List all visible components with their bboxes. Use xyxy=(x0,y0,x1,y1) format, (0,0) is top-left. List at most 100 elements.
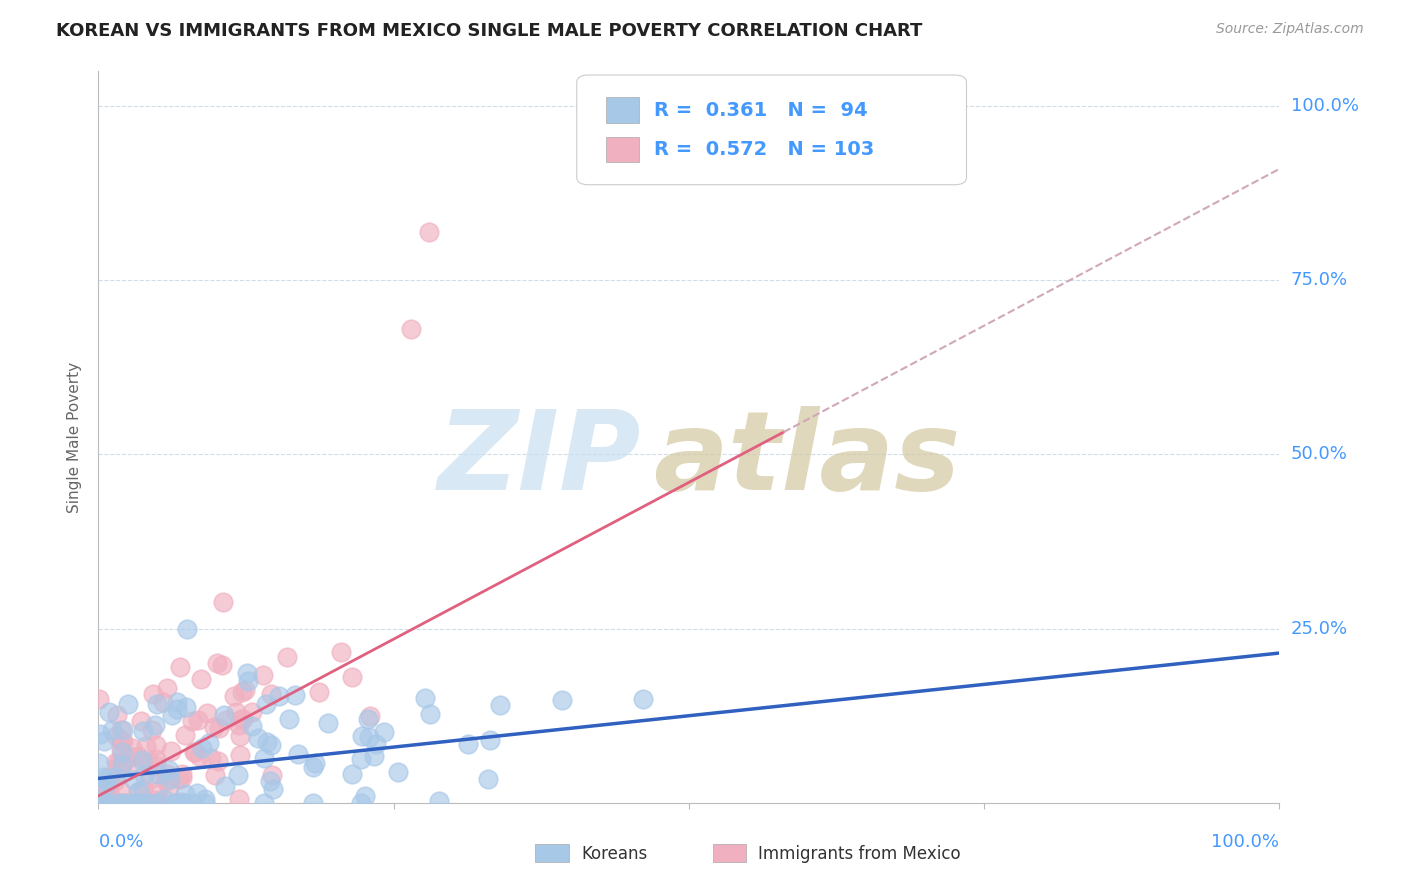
Point xyxy=(253,751,276,765)
Point xyxy=(160,707,183,722)
Point xyxy=(132,782,155,797)
Text: ZIP: ZIP xyxy=(439,406,641,513)
FancyBboxPatch shape xyxy=(576,75,966,185)
Point xyxy=(229,729,252,743)
Point xyxy=(152,792,174,806)
Point xyxy=(222,689,245,703)
Point xyxy=(247,731,270,746)
Point xyxy=(259,773,281,788)
Point xyxy=(146,698,169,712)
Point xyxy=(145,738,167,752)
Point xyxy=(142,688,165,702)
Point xyxy=(87,692,110,706)
Point xyxy=(122,796,145,810)
Point xyxy=(187,713,209,727)
Point xyxy=(145,752,167,766)
Point xyxy=(236,665,259,680)
Point xyxy=(228,718,250,732)
Point xyxy=(104,770,127,784)
Point xyxy=(228,792,250,806)
Point xyxy=(387,765,409,780)
Point xyxy=(215,714,238,728)
Point xyxy=(96,784,118,798)
Point xyxy=(104,729,127,743)
Point xyxy=(252,796,274,810)
Point xyxy=(146,784,169,798)
Point xyxy=(260,738,283,752)
Point xyxy=(204,768,226,782)
Point xyxy=(231,685,253,699)
Point xyxy=(226,767,249,781)
Text: 75.0%: 75.0% xyxy=(1291,271,1348,289)
Point xyxy=(155,774,177,789)
Point xyxy=(174,700,197,714)
Point xyxy=(195,706,218,720)
Point xyxy=(138,756,160,771)
Point xyxy=(269,690,291,704)
Point xyxy=(159,772,181,786)
Point xyxy=(277,712,299,726)
Point xyxy=(146,796,169,810)
Point xyxy=(342,767,364,781)
Point xyxy=(350,796,373,810)
Point xyxy=(94,796,117,810)
Point xyxy=(235,683,257,698)
Point xyxy=(127,785,149,799)
Point xyxy=(112,723,135,738)
Point xyxy=(488,698,510,713)
Point xyxy=(359,709,381,723)
Point xyxy=(427,794,450,808)
Point xyxy=(231,712,253,726)
Point xyxy=(202,720,225,734)
Text: Koreans: Koreans xyxy=(581,845,647,863)
Point xyxy=(129,714,152,728)
Point xyxy=(98,770,121,784)
Point xyxy=(194,796,217,810)
Point xyxy=(117,697,139,711)
Point xyxy=(111,756,134,771)
Point xyxy=(110,723,132,737)
Point xyxy=(302,760,325,774)
Point xyxy=(150,796,173,810)
Point xyxy=(104,774,127,789)
Point xyxy=(340,670,363,684)
Point xyxy=(94,773,117,788)
FancyBboxPatch shape xyxy=(606,136,640,162)
Point xyxy=(190,673,212,687)
Point xyxy=(186,786,208,800)
Point xyxy=(413,691,436,706)
Point xyxy=(172,771,194,785)
Point xyxy=(94,780,117,795)
Point xyxy=(148,766,170,780)
Point xyxy=(225,705,247,719)
Point xyxy=(110,735,132,749)
Point xyxy=(108,783,131,797)
Point xyxy=(170,767,193,781)
Point xyxy=(457,737,479,751)
Point xyxy=(131,723,153,738)
Point xyxy=(157,780,180,795)
Point xyxy=(330,645,353,659)
Point xyxy=(191,741,214,756)
Point xyxy=(125,796,148,810)
Point xyxy=(401,322,423,336)
Point xyxy=(146,796,169,810)
Point xyxy=(350,752,373,766)
Point xyxy=(304,756,326,770)
Point xyxy=(214,779,236,793)
Point xyxy=(156,681,179,695)
Point xyxy=(124,772,146,787)
Point xyxy=(108,759,131,773)
Point xyxy=(357,730,380,744)
Point xyxy=(176,623,198,637)
Point xyxy=(89,756,111,771)
Point xyxy=(236,673,259,688)
Point xyxy=(105,756,128,770)
Point xyxy=(111,745,134,759)
Point xyxy=(132,767,155,781)
Point xyxy=(141,723,163,737)
Point xyxy=(139,772,162,786)
Point xyxy=(110,743,132,757)
Point xyxy=(262,781,284,796)
Point xyxy=(418,225,440,239)
